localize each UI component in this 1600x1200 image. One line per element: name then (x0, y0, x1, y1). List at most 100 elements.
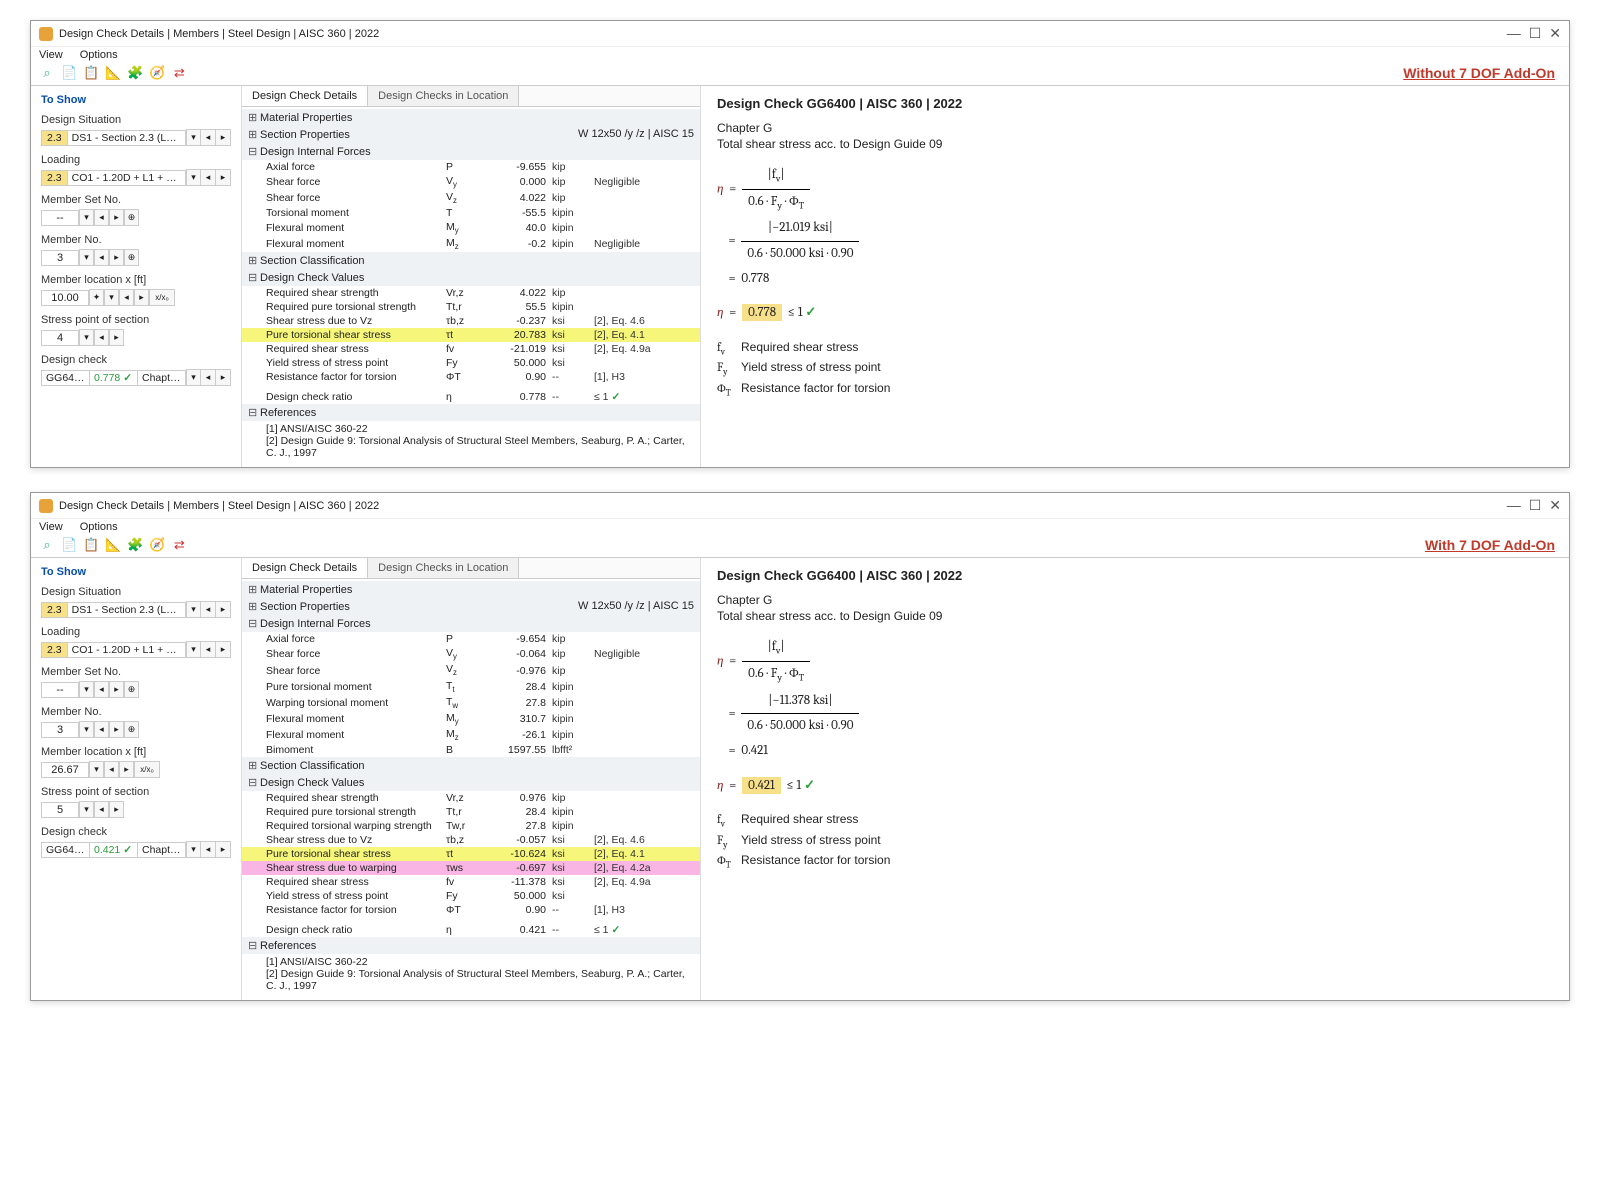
member-set-selector[interactable]: -- ▾ ◂ ▸ ⊕ (41, 681, 231, 698)
combo-design-situation[interactable]: 2.3 DS1 - Section 2.3 (LRFD), 1. … ▾◂▸ (41, 601, 231, 618)
section-properties[interactable]: ⊞Section PropertiesW 12x50 /y /z | AISC … (242, 126, 700, 143)
chevron-down-icon[interactable]: ▾ (79, 249, 94, 266)
section-references[interactable]: ⊟References (242, 937, 700, 954)
nav-prev-icon[interactable]: ◂ (201, 841, 216, 858)
nav-next-icon[interactable]: ▸ (216, 641, 231, 658)
chevron-down-icon[interactable]: ▾ (79, 329, 94, 346)
combo-design-situation[interactable]: 2.3 DS1 - Section 2.3 (LRFD), 1. … ▾◂▸ (41, 129, 231, 146)
nav-next-icon[interactable]: ▸ (216, 601, 231, 618)
toolbar-icon[interactable]: 📋 (83, 65, 99, 81)
member-no-selector[interactable]: 3 ▾ ◂ ▸ ⊕ (41, 721, 231, 738)
section-material[interactable]: ⊞Material Properties (242, 581, 700, 598)
nav-next-icon[interactable]: ▸ (216, 841, 231, 858)
tab-details[interactable]: Design Check Details (242, 86, 368, 106)
nav-next-icon[interactable]: ▸ (134, 289, 149, 306)
section-classification[interactable]: ⊞Section Classification (242, 252, 700, 269)
nav-next-icon[interactable]: ▸ (119, 761, 134, 778)
stress-point-selector[interactable]: 4 ▾ ◂ ▸ (41, 329, 231, 346)
member-no-selector[interactable]: 3 ▾ ◂ ▸ ⊕ (41, 249, 231, 266)
nav-prev-icon[interactable]: ◂ (104, 761, 119, 778)
section-values[interactable]: ⊟Design Check Values (242, 269, 700, 286)
toolbar-icon[interactable]: 📋 (83, 537, 99, 553)
nav-prev-icon[interactable]: ◂ (201, 129, 216, 146)
tab-in-location[interactable]: Design Checks in Location (368, 558, 519, 578)
maximize-icon[interactable]: ☐ (1529, 25, 1542, 42)
toolbar-icon[interactable]: ⇄ (171, 65, 187, 81)
menu-view[interactable]: View (39, 49, 63, 61)
toolbar-icon[interactable]: 📐 (105, 65, 121, 81)
nav-next-icon[interactable]: ▸ (109, 681, 124, 698)
nav-next-icon[interactable]: ▸ (109, 801, 124, 818)
section-forces[interactable]: ⊟Design Internal Forces (242, 615, 700, 632)
nav-prev-icon[interactable]: ◂ (94, 249, 109, 266)
nav-next-icon[interactable]: ▸ (109, 329, 124, 346)
chevron-down-icon[interactable]: ▾ (186, 841, 201, 858)
combo-design-check[interactable]: GG6400 0.421 ✓ Chapter G | T… ▾◂▸ (41, 841, 231, 858)
menu-view[interactable]: View (39, 521, 63, 533)
toolbar-icon[interactable]: 📄 (61, 65, 77, 81)
menu-options[interactable]: Options (80, 521, 118, 533)
chevron-down-icon[interactable]: ▾ (186, 129, 201, 146)
chevron-down-icon[interactable]: ▾ (186, 641, 201, 658)
nav-prev-icon[interactable]: ◂ (201, 369, 216, 386)
tab-details[interactable]: Design Check Details (242, 558, 368, 578)
toolbar-icon[interactable]: 🧩 (127, 65, 143, 81)
minimize-icon[interactable]: — (1507, 25, 1521, 42)
nav-prev-icon[interactable]: ◂ (94, 681, 109, 698)
toolbar-icon[interactable]: 🧩 (127, 537, 143, 553)
toolbar-icon[interactable]: ⌕ (39, 537, 55, 553)
xx0-button[interactable]: x/x₀ (134, 761, 160, 778)
minimize-icon[interactable]: — (1507, 497, 1521, 514)
member-set-selector[interactable]: -- ▾ ◂ ▸ ⊕ (41, 209, 231, 226)
chevron-down-icon[interactable]: ▾ (79, 209, 94, 226)
target-icon[interactable]: ⊕ (124, 721, 139, 738)
combo-loading[interactable]: 2.3 CO1 - 1.20D + L1 + W + L2 ▾◂▸ (41, 169, 231, 186)
tab-in-location[interactable]: Design Checks in Location (368, 86, 519, 106)
combo-loading[interactable]: 2.3 CO1 - 1.20D + L1 + W + L2 ▾◂▸ (41, 641, 231, 658)
nav-next-icon[interactable]: ▸ (109, 209, 124, 226)
nav-prev-icon[interactable]: ◂ (94, 801, 109, 818)
chevron-down-icon[interactable]: ▾ (79, 681, 94, 698)
chevron-down-icon[interactable]: ▾ (186, 369, 201, 386)
toolbar-icon[interactable]: 📄 (61, 537, 77, 553)
nav-prev-icon[interactable]: ◂ (201, 169, 216, 186)
section-forces[interactable]: ⊟Design Internal Forces (242, 143, 700, 160)
stress-point-selector[interactable]: 5 ▾ ◂ ▸ (41, 801, 231, 818)
nav-prev-icon[interactable]: ◂ (94, 209, 109, 226)
menu-options[interactable]: Options (80, 49, 118, 61)
nav-prev-icon[interactable]: ◂ (201, 641, 216, 658)
toolbar-icon[interactable]: ⌕ (39, 65, 55, 81)
combo-design-check[interactable]: GG6400 0.778 ✓ Chapter G | T… ▾◂▸ (41, 369, 231, 386)
target-icon[interactable]: ⊕ (124, 681, 139, 698)
section-properties[interactable]: ⊞Section PropertiesW 12x50 /y /z | AISC … (242, 598, 700, 615)
close-icon[interactable]: ✕ (1549, 497, 1561, 514)
chevron-down-icon[interactable]: ▾ (104, 289, 119, 306)
nav-prev-icon[interactable]: ◂ (94, 721, 109, 738)
section-values[interactable]: ⊟Design Check Values (242, 774, 700, 791)
step-icon[interactable]: ✦ (89, 289, 104, 306)
chevron-down-icon[interactable]: ▾ (79, 801, 94, 818)
toolbar-icon[interactable]: 🧭 (149, 537, 165, 553)
nav-next-icon[interactable]: ▸ (216, 369, 231, 386)
close-icon[interactable]: ✕ (1549, 25, 1561, 42)
toolbar-icon[interactable]: 🧭 (149, 65, 165, 81)
nav-next-icon[interactable]: ▸ (216, 169, 231, 186)
section-references[interactable]: ⊟References (242, 404, 700, 421)
nav-next-icon[interactable]: ▸ (109, 721, 124, 738)
chevron-down-icon[interactable]: ▾ (186, 169, 201, 186)
nav-next-icon[interactable]: ▸ (216, 129, 231, 146)
target-icon[interactable]: ⊕ (124, 249, 139, 266)
nav-prev-icon[interactable]: ◂ (201, 601, 216, 618)
nav-next-icon[interactable]: ▸ (109, 249, 124, 266)
toolbar-icon[interactable]: 📐 (105, 537, 121, 553)
toolbar-icon[interactable]: ⇄ (171, 537, 187, 553)
chevron-down-icon[interactable]: ▾ (89, 761, 104, 778)
target-icon[interactable]: ⊕ (124, 209, 139, 226)
xx0-button[interactable]: x/x₀ (149, 289, 175, 306)
nav-prev-icon[interactable]: ◂ (119, 289, 134, 306)
maximize-icon[interactable]: ☐ (1529, 497, 1542, 514)
member-loc-selector[interactable]: 26.67 ▾ ◂ ▸ x/x₀ (41, 761, 231, 778)
member-loc-selector[interactable]: 10.00 ✦ ▾ ◂ ▸ x/x₀ (41, 289, 231, 306)
chevron-down-icon[interactable]: ▾ (79, 721, 94, 738)
section-classification[interactable]: ⊞Section Classification (242, 757, 700, 774)
